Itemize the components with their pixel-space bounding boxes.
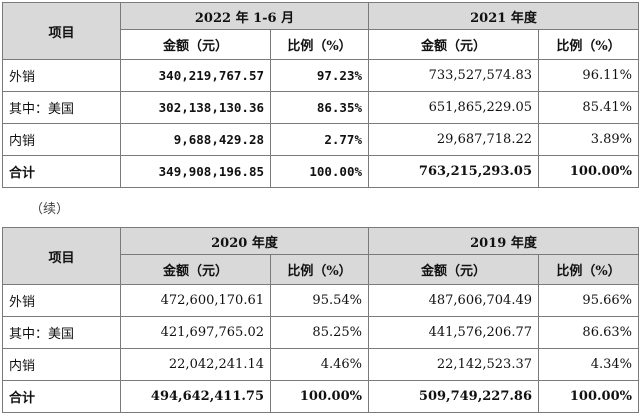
corner-header: 项目: [2, 227, 121, 285]
amount-cell: 22,142,523.37: [368, 348, 539, 381]
row-label: 外销: [2, 59, 121, 92]
amount-cell: 494,642,411.75: [120, 380, 271, 413]
amount-column-header: 金额（元）: [120, 29, 271, 60]
amount-cell: 509,749,227.86: [368, 380, 539, 413]
continued-label: （续）: [30, 202, 70, 217]
ratio-cell: 86.63%: [538, 316, 639, 349]
ratio-cell: 2.77%: [270, 123, 369, 156]
period-header: 2022 年 1-6 月: [120, 2, 369, 30]
row-label: 合计: [2, 380, 121, 413]
ratio-column-header: 比例（%）: [270, 29, 369, 60]
table-row: 外销 472,600,170.61 95.54% 487,606,704.49 …: [2, 284, 639, 317]
ratio-cell: 100.00%: [270, 155, 369, 188]
table-row: 其中：美国 421,697,765.02 85.25% 441,576,206.…: [2, 316, 639, 349]
row-label: 合计: [2, 155, 121, 188]
ratio-cell: 95.66%: [538, 284, 639, 317]
row-label: 其中：美国: [2, 316, 121, 349]
ratio-cell: 3.89%: [538, 123, 639, 156]
row-label: 其中：美国: [2, 91, 121, 124]
period-header: 2020 年度: [120, 227, 369, 255]
table-row: 内销 22,042,241.14 4.46% 22,142,523.37 4.3…: [2, 348, 639, 381]
ratio-cell: 85.25%: [270, 316, 369, 349]
amount-cell: 487,606,704.49: [368, 284, 539, 317]
sales-table-2020-2019: 项目 2020 年度 2019 年度 金额（元） 比例（%） 金额（元） 比例（…: [2, 227, 639, 413]
table-row: 其中：美国 302,138,130.36 86.35% 651,865,229.…: [2, 91, 639, 124]
row-label: 外销: [2, 284, 121, 317]
ratio-column-header: 比例（%）: [538, 254, 639, 285]
amount-cell: 302,138,130.36: [120, 91, 271, 124]
amount-cell: 29,687,718.22: [368, 123, 539, 156]
amount-cell: 22,042,241.14: [120, 348, 271, 381]
ratio-cell: 100.00%: [538, 380, 639, 413]
ratio-cell: 96.11%: [538, 59, 639, 92]
amount-cell: 340,219,767.57: [120, 59, 271, 92]
ratio-cell: 100.00%: [538, 155, 639, 188]
row-label: 内销: [2, 348, 121, 381]
ratio-column-header: 比例（%）: [270, 254, 369, 285]
table-row: 外销 340,219,767.57 97.23% 733,527,574.83 …: [2, 59, 639, 92]
amount-cell: 651,865,229.05: [368, 91, 539, 124]
amount-cell: 441,576,206.77: [368, 316, 539, 349]
amount-cell: 763,215,293.05: [368, 155, 539, 188]
amount-column-header: 金额（元）: [120, 254, 271, 285]
ratio-cell: 100.00%: [270, 380, 369, 413]
period-header: 2019 年度: [368, 227, 639, 255]
ratio-column-header: 比例（%）: [538, 29, 639, 60]
ratio-cell: 4.46%: [270, 348, 369, 381]
amount-cell: 421,697,765.02: [120, 316, 271, 349]
ratio-cell: 86.35%: [270, 91, 369, 124]
sales-table-2022-2021: 项目 2022 年 1-6 月 2021 年度 金额（元） 比例（%） 金额（元…: [2, 2, 639, 188]
total-row: 合计 494,642,411.75 100.00% 509,749,227.86…: [2, 380, 639, 413]
amount-cell: 9,688,429.28: [120, 123, 271, 156]
total-row: 合计 349,908,196.85 100.00% 763,215,293.05…: [2, 155, 639, 188]
corner-header: 项目: [2, 2, 121, 60]
amount-column-header: 金额（元）: [368, 254, 539, 285]
table-row: 内销 9,688,429.28 2.77% 29,687,718.22 3.89…: [2, 123, 639, 156]
amount-cell: 349,908,196.85: [120, 155, 271, 188]
row-label: 内销: [2, 123, 121, 156]
ratio-cell: 85.41%: [538, 91, 639, 124]
amount-cell: 472,600,170.61: [120, 284, 271, 317]
ratio-cell: 4.34%: [538, 348, 639, 381]
amount-column-header: 金额（元）: [368, 29, 539, 60]
amount-cell: 733,527,574.83: [368, 59, 539, 92]
ratio-cell: 95.54%: [270, 284, 369, 317]
ratio-cell: 97.23%: [270, 59, 369, 92]
period-header: 2021 年度: [368, 2, 639, 30]
